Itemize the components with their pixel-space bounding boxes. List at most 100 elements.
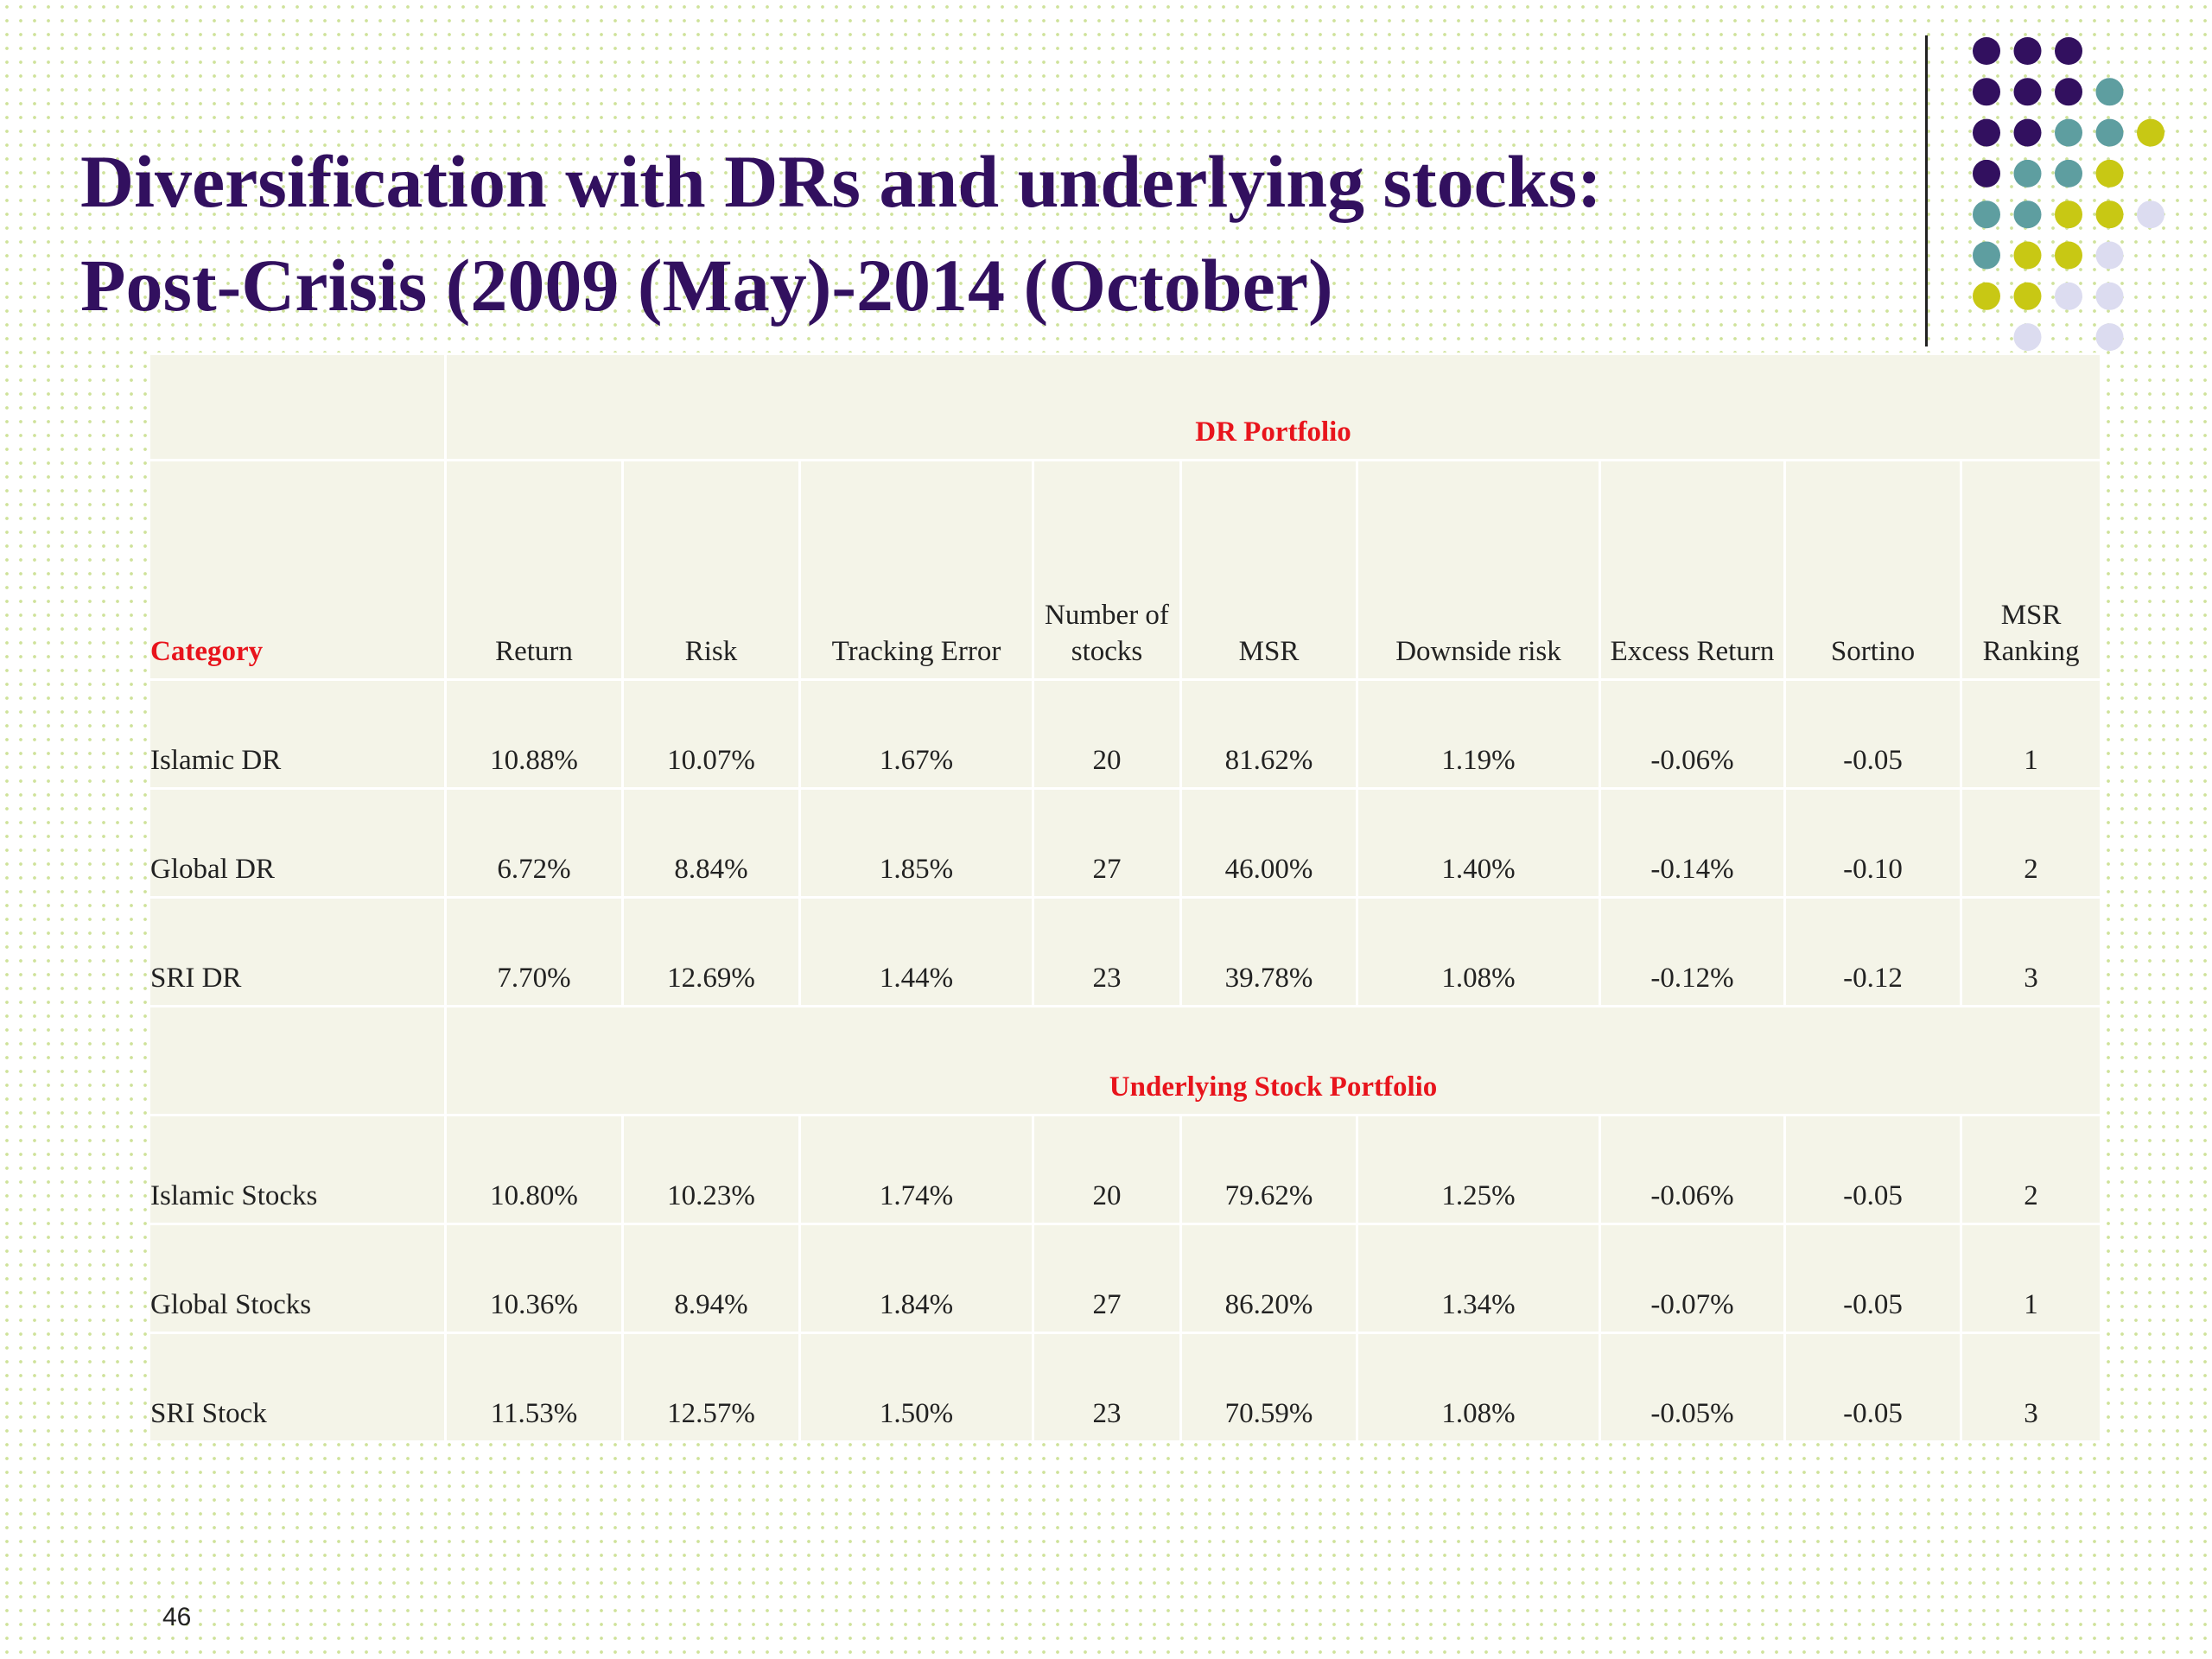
table-cell: 1.85% <box>798 787 1034 899</box>
dot <box>1973 241 2000 270</box>
dot <box>2013 323 2042 352</box>
table-cell: -0.05 <box>1783 1223 1962 1334</box>
table-row: SRI Stock 11.53% 12.57% 1.50% 23 70.59% 1.08% -… <box>148 1332 2103 1443</box>
dot <box>2095 78 2124 106</box>
table-cell: -0.10 <box>1783 787 1962 899</box>
table-cell <box>148 1005 447 1116</box>
table: DR Portfolio Category Return Risk Tracking E… <box>148 353 2103 1443</box>
dot <box>2013 37 2042 65</box>
table-cell: 39.78% <box>1179 896 1358 1007</box>
dot <box>2013 159 2042 188</box>
table-cell: 23 <box>1032 1332 1182 1443</box>
table-cell: 8.94% <box>621 1223 801 1334</box>
page-number: 46 <box>162 1603 192 1631</box>
table-cell: 46.00% <box>1179 787 1358 899</box>
table-cell: 1.67% <box>798 678 1034 790</box>
table-cell: Global DR <box>148 787 447 899</box>
dot <box>1973 200 2000 229</box>
table-row: Global Stocks 10.36% 8.94% 1.84% 27 86.20% 1.3… <box>148 1223 2103 1334</box>
table-row: Underlying Stock Portfolio <box>148 1005 2103 1116</box>
title: Diversification with DRs and underlying … <box>80 130 1602 337</box>
table-cell: 1.08% <box>1356 1332 1601 1443</box>
table-cell: 1.34% <box>1356 1223 1601 1334</box>
table-cell: 86.20% <box>1179 1223 1358 1334</box>
table-cell: Global Stocks <box>148 1223 447 1334</box>
table-cell: Underlying Stock Portfolio <box>443 1005 2103 1116</box>
divider <box>1925 35 1928 346</box>
dot <box>1973 282 2000 310</box>
table-cell: 1.40% <box>1356 787 1601 899</box>
dot <box>2055 200 2082 229</box>
dot <box>2095 241 2124 270</box>
table-cell: 1 <box>1959 1223 2103 1334</box>
table-row: Category Return Risk Tracking Error Number o… <box>148 459 2103 681</box>
table-cell: 79.62% <box>1179 1114 1358 1225</box>
table-row: Islamic DR 10.88% 10.07% 1.67% 20 81.62% 1.19%… <box>148 678 2103 790</box>
table-cell: 6.72% <box>444 787 624 899</box>
dot <box>2055 78 2082 106</box>
table-cell: Islamic DR <box>148 678 447 790</box>
dot <box>2055 241 2082 270</box>
dot <box>2137 200 2164 229</box>
dot <box>1973 37 2000 65</box>
table-cell: -0.06% <box>1599 1114 1786 1225</box>
dot <box>2055 159 2082 188</box>
table-cell: 1.25% <box>1356 1114 1601 1225</box>
table-row: DR Portfolio <box>148 353 2103 461</box>
table-cell: 1.08% <box>1356 896 1601 1007</box>
table-cell: Islamic Stocks <box>148 1114 447 1225</box>
table-cell: SRI Stock <box>148 1332 447 1443</box>
table-cell: 10.07% <box>621 678 801 790</box>
table-cell: 2 <box>1959 1114 2103 1225</box>
table-cell: 23 <box>1032 896 1182 1007</box>
table-cell: 7.70% <box>444 896 624 1007</box>
table-cell: 1.50% <box>798 1332 1034 1443</box>
table-cell: -0.12% <box>1599 896 1786 1007</box>
title-line: Post-Crisis (2009 (May)-2014 (October) <box>80 244 1333 327</box>
table-cell: 10.36% <box>444 1223 624 1334</box>
table-cell: Number of stocks <box>1032 459 1182 681</box>
dot <box>2055 118 2082 147</box>
table-cell: -0.06% <box>1599 678 1786 790</box>
dot <box>2137 118 2164 147</box>
table-cell <box>148 353 447 461</box>
table-cell: -0.05 <box>1783 1332 1962 1443</box>
table-cell: 27 <box>1032 787 1182 899</box>
dot <box>1973 159 2000 188</box>
table-cell: -0.05% <box>1599 1332 1786 1443</box>
table-cell: 1.19% <box>1356 678 1601 790</box>
table-row: SRI DR 7.70% 12.69% 1.44% 23 39.78% 1.08% -0.12… <box>148 896 2103 1007</box>
table-cell: 70.59% <box>1179 1332 1358 1443</box>
table-row: Global DR 6.72% 8.84% 1.85% 27 46.00% 1.40% -0.… <box>148 787 2103 899</box>
dot <box>2013 200 2042 229</box>
title-line: Diversification with DRs and underlying … <box>80 140 1602 223</box>
table-cell: 10.80% <box>444 1114 624 1225</box>
table-cell: 12.57% <box>621 1332 801 1443</box>
table-cell: 8.84% <box>621 787 801 899</box>
dot <box>2013 282 2042 310</box>
dot <box>2095 200 2124 229</box>
table-cell: 10.23% <box>621 1114 801 1225</box>
dot <box>2055 282 2082 310</box>
table-cell: -0.07% <box>1599 1223 1786 1334</box>
table-cell: -0.05 <box>1783 1114 1962 1225</box>
table-cell: Downside risk <box>1356 459 1601 681</box>
table-cell: -0.12 <box>1783 896 1962 1007</box>
table-cell: MSR Ranking <box>1959 459 2103 681</box>
table-cell: Category <box>148 459 447 681</box>
table-cell: MSR <box>1179 459 1358 681</box>
table-cell: SRI DR <box>148 896 447 1007</box>
table-cell: 12.69% <box>621 896 801 1007</box>
table-cell: 1.74% <box>798 1114 1034 1225</box>
table-cell: Excess Return <box>1599 459 1786 681</box>
table-cell: 20 <box>1032 1114 1182 1225</box>
dot-decoration <box>1973 37 2164 352</box>
table-cell: 1 <box>1959 678 2103 790</box>
table-cell: Sortino <box>1783 459 1962 681</box>
table-cell: 11.53% <box>444 1332 624 1443</box>
table-cell: DR Portfolio <box>443 353 2103 461</box>
table-cell: 3 <box>1959 1332 2103 1443</box>
table-row: Islamic Stocks 10.80% 10.23% 1.74% 20 79.62% 1… <box>148 1114 2103 1225</box>
table-cell: 81.62% <box>1179 678 1358 790</box>
dot <box>2095 323 2124 352</box>
